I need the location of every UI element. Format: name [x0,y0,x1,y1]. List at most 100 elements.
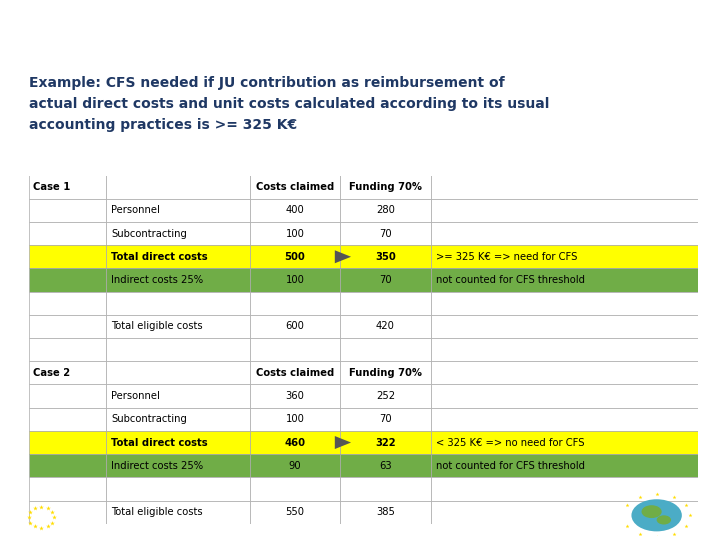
Text: 252: 252 [376,391,395,401]
Text: Costs claimed: Costs claimed [256,182,334,192]
Circle shape [631,500,682,531]
Text: 70: 70 [379,414,392,424]
Bar [250,199,340,222]
Bar [431,454,698,477]
Text: 63: 63 [379,461,392,471]
Bar [250,501,340,524]
Bar [106,245,250,268]
Bar [29,501,106,524]
Bar [106,292,250,315]
Polygon shape [335,250,351,264]
Text: < 325 K€ => no need for CFS: < 325 K€ => no need for CFS [436,437,585,448]
Bar [431,222,698,245]
Text: Indirect costs 25%: Indirect costs 25% [111,275,203,285]
Bar [29,477,106,501]
Bar [340,384,431,408]
Bar [250,292,340,315]
Bar [340,361,431,384]
Text: Total eligible costs: Total eligible costs [111,507,203,517]
Bar [106,408,250,431]
Text: not counted for CFS threshold: not counted for CFS threshold [436,461,585,471]
Text: Case 2: Case 2 [33,368,70,378]
Text: Total direct costs: Total direct costs [111,437,208,448]
Text: >= 325 K€ => need for CFS: >= 325 K€ => need for CFS [436,252,577,262]
Bar [29,361,106,384]
Text: 600: 600 [286,321,305,332]
Bar [431,268,698,292]
Text: Costs claimed: Costs claimed [256,368,334,378]
Bar [106,477,250,501]
Bar [250,176,340,199]
Bar [106,501,250,524]
Text: Personnel: Personnel [111,391,160,401]
Circle shape [642,505,662,518]
Bar [431,315,698,338]
Bar [106,454,250,477]
Bar [250,268,340,292]
Bar [29,431,106,454]
Bar [431,384,698,408]
Bar [340,431,431,454]
Text: 100: 100 [286,228,305,239]
Bar [29,292,106,315]
Bar [340,245,431,268]
Text: 500: 500 [284,252,305,262]
Text: Example: CFS needed if JU contribution as reimbursement of
actual direct costs a: Example: CFS needed if JU contribution a… [29,76,549,132]
Bar [431,431,698,454]
Text: Total eligible costs: Total eligible costs [111,321,203,332]
Bar [29,268,106,292]
Bar [29,222,106,245]
Text: 70: 70 [379,228,392,239]
Text: 420: 420 [376,321,395,332]
Text: 350: 350 [375,252,396,262]
Text: 280: 280 [376,205,395,215]
Bar [340,176,431,199]
Bar [340,338,431,361]
Bar [106,222,250,245]
Bar [340,199,431,222]
Text: Personnel: Personnel [111,205,160,215]
Bar [29,315,106,338]
Text: 70: 70 [379,275,392,285]
Bar [250,384,340,408]
Bar [431,245,698,268]
Bar [250,477,340,501]
Text: Subcontracting: Subcontracting [111,228,187,239]
Bar [431,477,698,501]
Bar [340,454,431,477]
Circle shape [657,515,671,524]
Bar [340,408,431,431]
Bar [106,315,250,338]
Text: Indirect costs 25%: Indirect costs 25% [111,461,203,471]
Bar [250,222,340,245]
Bar [29,199,106,222]
Bar [431,501,698,524]
Bar [250,361,340,384]
Bar [340,315,431,338]
Bar [431,361,698,384]
Text: Case 1: Case 1 [33,182,70,192]
Bar [340,292,431,315]
Text: Funding 70%: Funding 70% [349,182,422,192]
Bar [250,315,340,338]
Bar [106,384,250,408]
Text: 460: 460 [284,437,305,448]
Bar [250,454,340,477]
Bar [106,176,250,199]
Text: 360: 360 [286,391,305,401]
Bar [340,222,431,245]
Text: 385: 385 [376,507,395,517]
Text: 100: 100 [286,275,305,285]
Text: Total direct costs: Total direct costs [111,252,208,262]
Text: Subcontracting: Subcontracting [111,414,187,424]
Text: Certificate on the Financial Statements (CFS): Certificate on the Financial Statements … [93,25,627,46]
Bar [106,338,250,361]
Bar [340,477,431,501]
Bar [340,501,431,524]
Text: not counted for CFS threshold: not counted for CFS threshold [436,275,585,285]
Bar [431,338,698,361]
Bar [250,245,340,268]
Bar [106,431,250,454]
Bar [250,431,340,454]
Bar [250,408,340,431]
